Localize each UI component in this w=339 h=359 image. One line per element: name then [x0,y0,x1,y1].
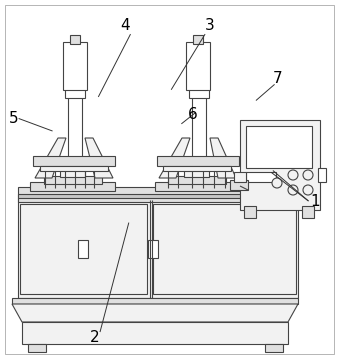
Bar [63,42,87,90]
Text: 3: 3 [205,18,215,33]
Circle shape [288,185,298,195]
Bar [163,166,231,171]
Bar [189,88,209,98]
Bar [22,322,288,344]
Bar [230,180,248,190]
Bar [20,204,147,294]
Text: 6: 6 [188,107,198,122]
Bar [68,95,82,163]
Bar [157,156,239,166]
Text: 2: 2 [90,330,100,345]
Bar [193,35,203,44]
Bar [192,95,206,163]
Bar [60,163,85,177]
Bar [184,163,209,177]
Bar [244,206,256,218]
Bar [65,88,85,98]
Polygon shape [159,138,190,178]
Text: 7: 7 [273,71,283,87]
Bar [318,168,326,182]
Bar [58,160,87,165]
Bar [265,344,283,352]
Bar [18,187,248,196]
Polygon shape [35,138,66,178]
Circle shape [272,178,282,188]
Circle shape [303,185,313,195]
Bar [302,206,314,218]
Bar [30,182,115,191]
Bar [240,120,320,210]
Bar [18,194,248,198]
Text: 5: 5 [9,111,18,126]
Bar [148,240,158,258]
Bar [155,182,240,191]
Bar [78,240,88,258]
Bar [44,176,102,184]
Polygon shape [85,138,113,178]
Bar [40,166,108,171]
Bar [153,204,296,294]
Bar [246,172,276,182]
Bar [168,176,226,184]
Circle shape [303,170,313,180]
Polygon shape [12,304,298,322]
Bar [186,42,210,90]
Bar [33,156,115,166]
Bar [18,196,298,202]
Bar [246,126,312,168]
Bar [234,172,246,182]
Bar [18,198,298,298]
Circle shape [288,170,298,180]
Polygon shape [210,138,236,178]
Bar [182,160,211,165]
Polygon shape [12,298,298,304]
Text: 4: 4 [121,18,130,33]
Text: 1: 1 [311,194,320,209]
Bar [70,35,80,44]
Bar [28,344,46,352]
